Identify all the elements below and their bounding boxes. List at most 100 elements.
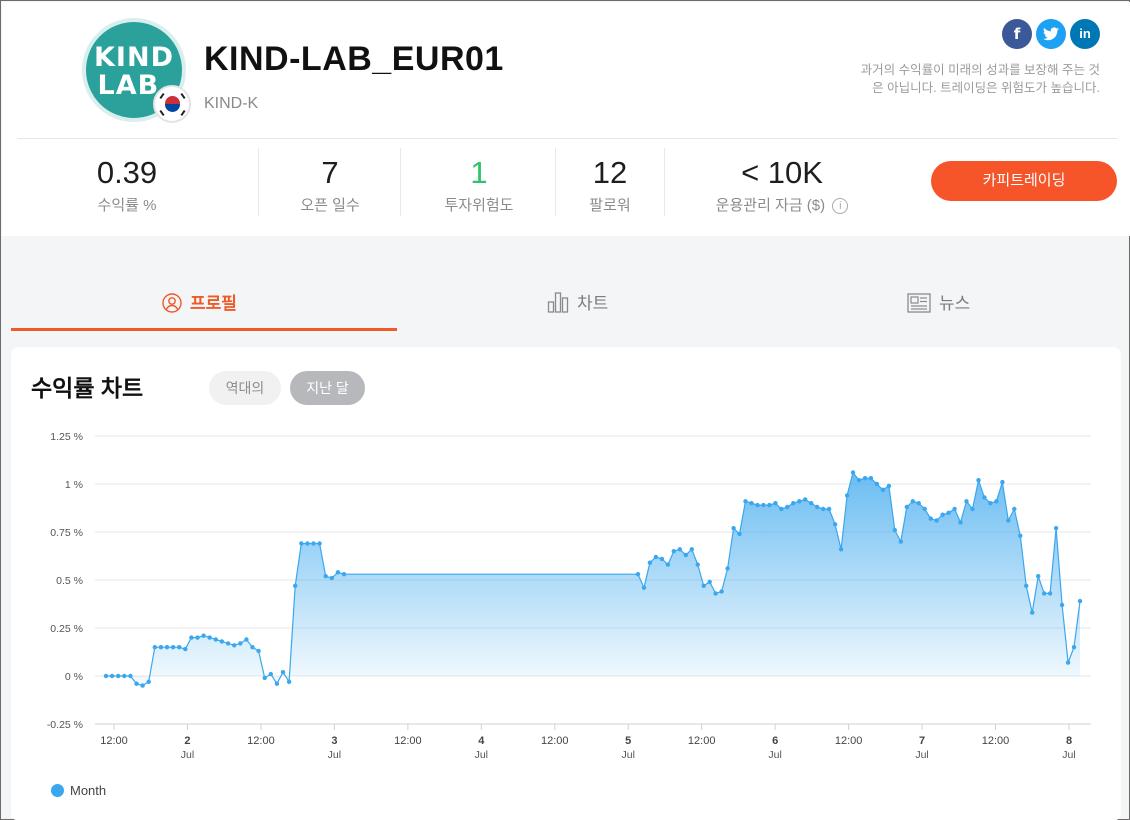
data-point <box>755 502 760 508</box>
chart-axes: 1.25 % 1 % 0.75 % 0.5 % 0.25 % 0 % -0.25 % 12:0… <box>47 431 1076 761</box>
data-point <box>910 499 915 504</box>
data-point <box>904 504 909 510</box>
data-point <box>826 506 832 512</box>
data-point <box>109 673 115 679</box>
x-tick-sublabel: Jul <box>475 749 488 761</box>
data-point <box>158 645 164 650</box>
logo-text-line1: KIND <box>94 42 174 73</box>
x-tick-sublabel: Jul <box>1062 749 1075 761</box>
tab-bar: 프로필 차트 뉴스 <box>2 237 1130 337</box>
flag-trigram <box>180 109 186 117</box>
y-tick-label: 0.25 % <box>50 623 83 635</box>
data-point <box>1018 533 1023 538</box>
x-tick-sublabel: Jul <box>328 749 341 761</box>
data-point <box>262 675 267 681</box>
newspaper-icon <box>907 293 931 313</box>
data-point <box>785 504 790 510</box>
data-point <box>737 531 742 537</box>
x-tick-label: 6 <box>772 735 778 747</box>
data-point <box>970 506 975 512</box>
data-point <box>274 681 280 686</box>
data-point <box>213 637 218 642</box>
data-point <box>844 493 850 498</box>
trader-name: KIND-LAB_EUR01 <box>204 40 504 78</box>
data-point <box>1042 591 1047 596</box>
data-point <box>940 512 945 517</box>
data-point <box>232 643 237 648</box>
data-point <box>964 499 969 504</box>
legend-marker <box>51 784 64 797</box>
data-point <box>767 502 772 508</box>
data-point <box>1024 583 1029 588</box>
info-icon[interactable]: i <box>832 198 849 215</box>
stat-value: 12 <box>592 155 628 190</box>
filter-last-month-button[interactable]: 지난 달 <box>290 371 365 405</box>
stat-risk-level: 1 투자위험도 <box>412 154 546 215</box>
data-point <box>994 499 999 504</box>
data-point <box>868 476 874 481</box>
risk-disclaimer: 과거의 수익률이 미래의 성과를 보장해 주는 것은 아닙니다. 트레이딩은 위… <box>860 63 1100 95</box>
data-point <box>280 670 286 675</box>
stat-value: 7 <box>321 155 339 190</box>
data-point <box>689 547 694 552</box>
data-point <box>195 635 200 640</box>
data-point <box>958 520 963 525</box>
stat-value: 1 <box>470 155 488 190</box>
y-tick-label: 0.75 % <box>50 527 83 539</box>
data-point <box>286 679 292 684</box>
tab-news[interactable]: 뉴스 <box>907 289 970 314</box>
x-tick-sublabel: Jul <box>181 749 194 761</box>
data-point <box>874 481 880 487</box>
data-point <box>647 560 653 565</box>
y-tick-label: 0 % <box>65 671 83 683</box>
data-point <box>683 552 688 558</box>
data-point <box>134 681 139 686</box>
stat-label-row: 운용관리 자금 ($) i <box>682 194 882 215</box>
flag-trigram <box>180 92 186 100</box>
chart-title: 수익률 차트 <box>31 375 144 401</box>
data-point <box>791 501 796 506</box>
data-point <box>219 639 225 644</box>
data-point <box>976 478 981 483</box>
stat-divider <box>555 148 556 216</box>
tab-chart[interactable]: 차트 <box>547 289 608 314</box>
copy-trade-button[interactable]: 카피트레이딩 <box>931 161 1117 201</box>
filter-all-time-button[interactable]: 역대의 <box>209 371 281 405</box>
data-point <box>146 679 151 684</box>
data-point <box>731 526 736 531</box>
twitter-share-icon[interactable] <box>1036 19 1066 49</box>
linkedin-share-icon[interactable]: in <box>1070 19 1100 49</box>
stat-divider <box>400 148 401 216</box>
stat-label: 운용관리 자금 ($) <box>715 197 826 214</box>
tab-profile[interactable]: 프로필 <box>162 289 237 314</box>
data-point <box>1065 660 1071 665</box>
data-point <box>815 504 820 510</box>
data-point <box>982 495 987 500</box>
data-point <box>952 506 957 512</box>
data-point <box>773 501 778 506</box>
data-point <box>701 583 706 588</box>
data-point <box>809 501 814 506</box>
x-tick-label: 12:00 <box>394 735 422 747</box>
stat-value: < 10K <box>741 155 823 190</box>
data-point <box>850 470 856 475</box>
data-point <box>821 506 826 512</box>
flag-trigram <box>159 109 165 117</box>
data-point <box>880 487 886 492</box>
data-point <box>916 501 921 506</box>
facebook-share-icon[interactable]: f <box>1002 19 1032 49</box>
data-point <box>164 645 170 650</box>
data-point <box>1036 574 1041 579</box>
trader-subtitle: KIND-K <box>204 95 259 112</box>
data-point <box>116 673 121 679</box>
data-point <box>1047 591 1053 596</box>
chart-legend-item[interactable]: Month <box>51 783 106 798</box>
return-chart-card: 1.25 % 1 % 0.75 % 0.5 % 0.25 % 0 % -0.25 % 12:0… <box>11 347 1121 820</box>
data-point <box>244 637 249 642</box>
tab-label: 뉴스 <box>939 294 971 313</box>
data-point <box>803 497 808 502</box>
data-point <box>238 641 243 646</box>
user-icon <box>162 293 182 313</box>
data-point <box>299 541 304 546</box>
data-point <box>225 641 231 646</box>
